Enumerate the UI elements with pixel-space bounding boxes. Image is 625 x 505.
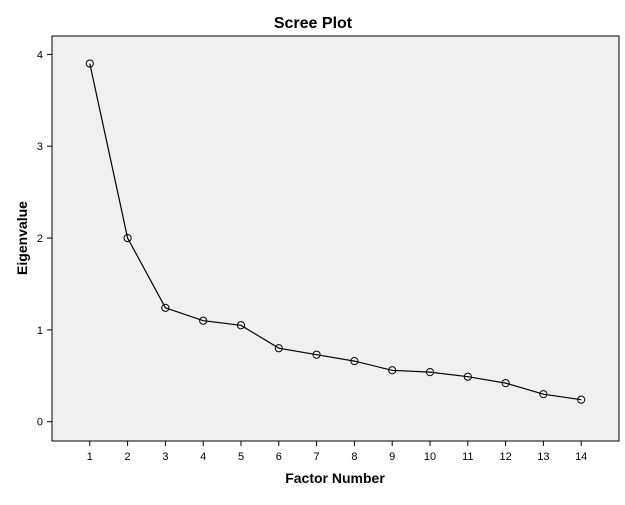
y-axis-label: Eigenvalue (14, 201, 30, 275)
data-point-9 (388, 366, 397, 375)
x-tick-label-8: 8 (351, 451, 357, 463)
x-tick-label-1: 1 (87, 451, 93, 463)
chart-title: Scree Plot (274, 15, 353, 32)
x-tick-label-14: 14 (575, 451, 587, 463)
data-point-4 (199, 316, 208, 325)
y-tick-label-2: 2 (37, 233, 43, 245)
data-point-12 (501, 379, 510, 388)
x-tick-label-5: 5 (238, 451, 244, 463)
x-tick-label-6: 6 (276, 451, 282, 463)
x-tick-label-10: 10 (424, 451, 436, 463)
x-tick-label-4: 4 (200, 451, 206, 463)
x-tick-label-3: 3 (162, 451, 168, 463)
data-point-5 (236, 321, 246, 330)
data-point-3 (161, 303, 170, 312)
data-point-6 (274, 344, 283, 353)
x-tick-label-9: 9 (389, 451, 395, 463)
y-tick-label-0: 0 (37, 417, 43, 429)
x-axis-label: Factor Number (285, 470, 385, 486)
x-axis: 1 2 3 4 5 6 7 8 9 10 11 12 13 14 (87, 441, 587, 463)
series-line-0 (89, 63, 582, 401)
x-tick-label-11: 11 (462, 451, 473, 463)
x-tick-label-7: 7 (314, 451, 320, 463)
data-point-10 (425, 368, 435, 377)
y-axis: 0 1 2 3 4 (37, 49, 52, 429)
data-point-11 (463, 372, 472, 381)
x-tick-label-13: 13 (537, 451, 549, 463)
data-point-14 (577, 395, 586, 404)
plot-area (51, 35, 620, 442)
data-point-2 (123, 233, 132, 243)
data-point-13 (539, 390, 548, 399)
series-layer (85, 59, 586, 404)
y-tick-label-3: 3 (37, 141, 43, 153)
x-tick-label-12: 12 (499, 451, 511, 463)
x-tick-label-2: 2 (125, 451, 131, 463)
y-tick-label-4: 4 (37, 49, 43, 61)
data-point-1 (85, 59, 94, 68)
data-point-7 (312, 350, 321, 359)
data-point-8 (350, 357, 359, 366)
y-tick-label-1: 1 (37, 325, 43, 337)
